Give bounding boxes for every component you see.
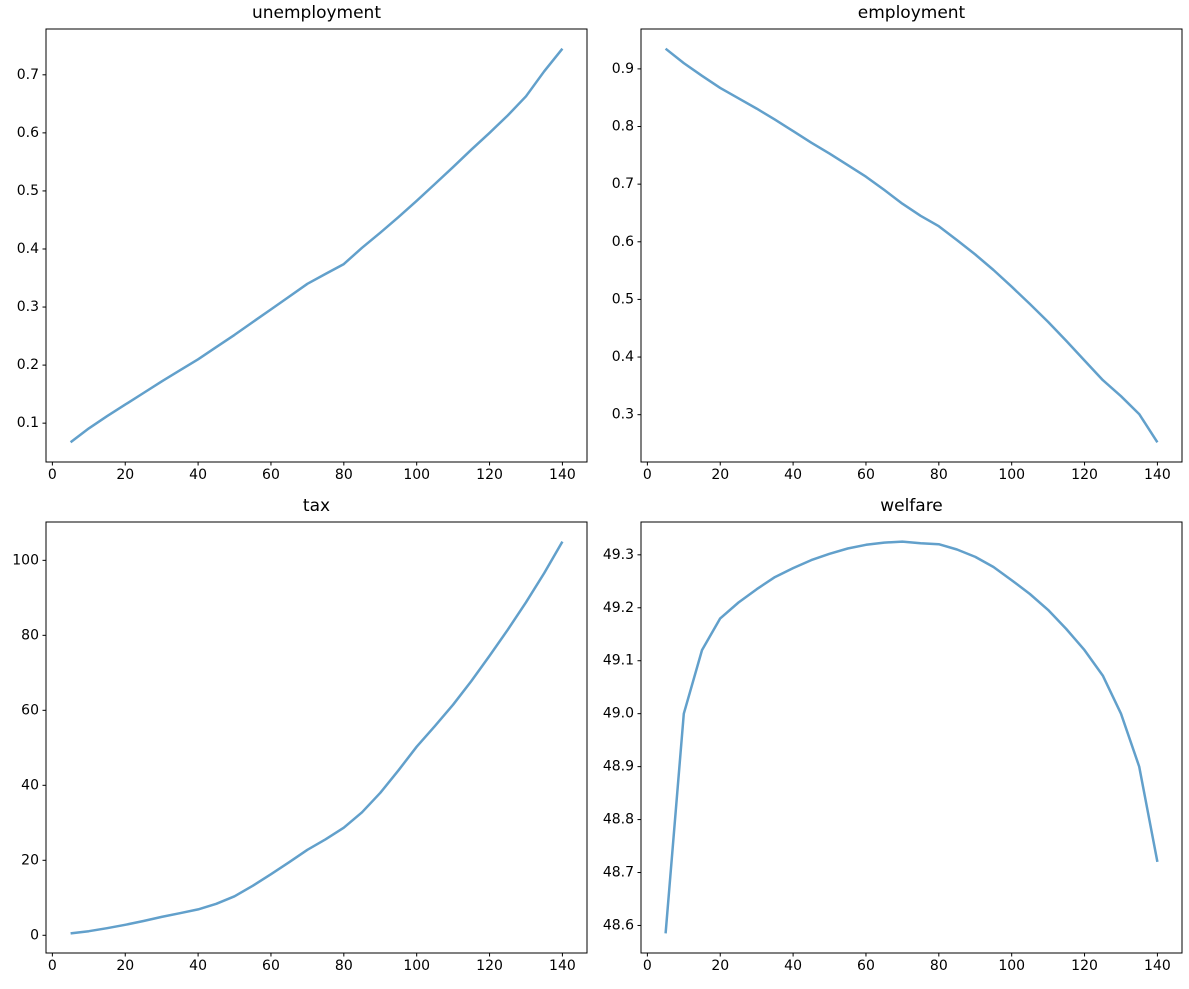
employment-y-tick-label: 0.7 (612, 176, 634, 192)
unemployment-y-tick-label: 0.3 (17, 299, 39, 315)
welfare-line (664, 540, 1159, 934)
tax-y-tick-label: 20 (21, 852, 39, 868)
welfare-y-tick-label: 48.8 (603, 812, 634, 828)
welfare-x-tick-label: 80 (930, 958, 948, 974)
tax-y-tick-label: 100 (12, 552, 39, 568)
employment-x-tick-label: 100 (998, 467, 1025, 483)
tax-x-tick-label: 120 (476, 958, 503, 974)
welfare-axes-spines (640, 521, 1183, 954)
unemployment-y-tick-label: 0.4 (17, 241, 39, 257)
unemployment-x-tick-label: 40 (189, 467, 207, 483)
welfare-y-tick-label: 49.3 (603, 547, 634, 563)
welfare-y-tick-label: 48.7 (603, 865, 634, 881)
unemployment-x-tick-label: 80 (335, 467, 353, 483)
employment-x-tick-label: 40 (784, 467, 802, 483)
tax-x-tick-label: 40 (189, 958, 207, 974)
unemployment-x-tick-label: 60 (262, 467, 280, 483)
welfare-x-tick-label: 60 (857, 958, 875, 974)
employment-y-tick-label: 0.4 (612, 349, 634, 365)
employment-x-tick-label: 0 (643, 467, 652, 483)
unemployment-y-tick-label: 0.6 (17, 125, 39, 141)
employment-y-tick-label: 0.6 (612, 234, 634, 250)
employment-x-tick-label: 120 (1071, 467, 1098, 483)
subplot-title-tax: tax (302, 496, 331, 516)
unemployment-x-tick-label: 100 (403, 467, 430, 483)
employment-x-tick-label: 20 (711, 467, 729, 483)
welfare-subplot: 0 20 40 60 80 100 120 140 48.6 48.7 48.8 48.9 49.0 49… (603, 521, 1183, 974)
subplot-title-welfare: welfare (880, 496, 943, 516)
employment-y-tick-label: 0.9 (612, 61, 634, 77)
employment-x-tick-label: 60 (857, 467, 875, 483)
subplot-title-employment: employment (857, 3, 966, 23)
unemployment-y-tick-label: 0.7 (17, 67, 39, 83)
tax-x-tick-label: 60 (262, 958, 280, 974)
employment-y-tick-label: 0.8 (612, 119, 634, 135)
welfare-x-tick-label: 20 (711, 958, 729, 974)
welfare-y-tick-label: 49.1 (603, 653, 634, 669)
tax-x-tick-label: 0 (48, 958, 57, 974)
tax-subplot: 0 20 40 60 80 100 120 140 0 20 40 60 80 100 (12, 521, 588, 974)
unemployment-x-tick-label: 120 (476, 467, 503, 483)
unemployment-x-tick-label: 0 (48, 467, 57, 483)
employment-y-tick-label: 0.5 (612, 291, 634, 307)
welfare-x-tick-label: 120 (1071, 958, 1098, 974)
unemployment-y-tick-label: 0.2 (17, 357, 39, 373)
tax-x-tick-label: 140 (549, 958, 576, 974)
welfare-x-tick-label: 140 (1144, 958, 1171, 974)
welfare-y-tick-label: 48.6 (603, 917, 634, 933)
welfare-y-tick-label: 49.2 (603, 600, 634, 616)
subplot-title-unemployment: unemployment (251, 3, 381, 23)
unemployment-y-tick-label: 0.5 (17, 183, 39, 199)
tax-y-tick-label: 40 (21, 777, 39, 793)
unemployment-line (69, 47, 564, 444)
unemployment-axes-spines (45, 28, 588, 463)
welfare-y-tick-label: 49.0 (603, 706, 634, 722)
tax-x-tick-label: 100 (403, 958, 430, 974)
unemployment-x-tick-label: 140 (549, 467, 576, 483)
tax-axes-spines (45, 521, 588, 954)
employment-subplot: 0 20 40 60 80 100 120 140 0.3 0.4 0.5 0.6 0.7 0.8 0.9 (612, 28, 1183, 483)
tax-y-tick-label: 0 (30, 927, 39, 943)
employment-axes-spines (640, 28, 1183, 463)
employment-y-tick-label: 0.3 (612, 407, 634, 423)
unemployment-subplot: 0 20 40 60 80 100 120 140 0.1 0.2 0.3 0.4 0.5 0.6 0.7 (17, 28, 588, 483)
welfare-x-tick-label: 40 (784, 958, 802, 974)
unemployment-y-tick-label: 0.1 (17, 415, 39, 431)
tax-y-tick-label: 80 (21, 627, 39, 643)
employment-line (664, 47, 1159, 443)
tax-line (70, 540, 564, 935)
welfare-y-tick-label: 48.9 (603, 759, 634, 775)
unemployment-x-tick-label: 20 (116, 467, 134, 483)
tax-x-tick-label: 80 (335, 958, 353, 974)
tax-y-tick-label: 60 (21, 702, 39, 718)
welfare-x-tick-label: 100 (998, 958, 1025, 974)
employment-x-tick-label: 140 (1144, 467, 1171, 483)
tax-x-tick-label: 20 (116, 958, 134, 974)
welfare-x-tick-label: 0 (643, 958, 652, 974)
employment-x-tick-label: 80 (930, 467, 948, 483)
